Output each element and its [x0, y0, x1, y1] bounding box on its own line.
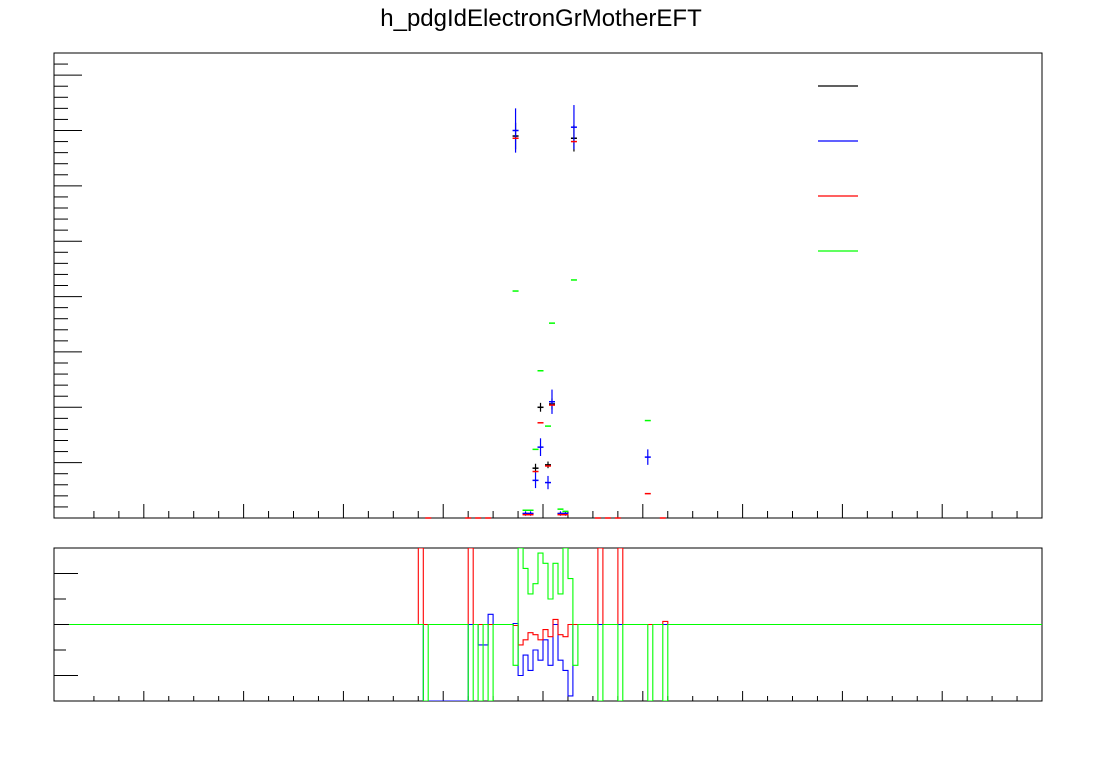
series-ttw-0-partons [512, 122, 577, 515]
ratio-axis-ticks [54, 547, 1043, 702]
ratio-line-ttw-0-1-partons [69, 613, 1042, 701]
ratio-line-ttw-nlo [69, 548, 1042, 646]
main-panel [53, 52, 1043, 519]
series-ttw-0-1-partons [512, 105, 651, 516]
series-ttw-nlo [425, 137, 666, 519]
legend [818, 85, 858, 252]
ratio-series [69, 548, 1042, 701]
main-plot-frame [53, 52, 1043, 519]
ratio-line-ttw-central [69, 548, 1042, 701]
main-data-points [425, 105, 666, 519]
main-axis-ticks [54, 52, 1043, 519]
series-ttw-central [512, 279, 651, 513]
ratio-panel [53, 547, 1043, 702]
chart-title: h_pdgIdElectronGrMotherEFT [380, 5, 702, 32]
